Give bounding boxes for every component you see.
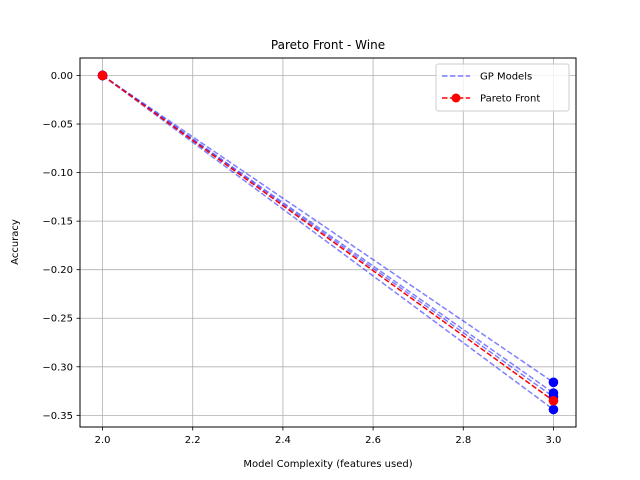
x-tick-label: 2.8 bbox=[455, 435, 471, 446]
y-axis: 0.00 −0.05 −0.10 −0.15 −0.20 −0.25 −0.30 −0.35 bbox=[42, 71, 80, 422]
legend-label: GP Models bbox=[480, 72, 532, 83]
legend: GP Models Pareto Front bbox=[435, 63, 570, 112]
series-group bbox=[97, 70, 559, 415]
legend-marker bbox=[451, 93, 461, 103]
y-tick-label: −0.35 bbox=[42, 411, 73, 422]
gp-model-point bbox=[548, 377, 559, 388]
x-tick-label: 2.2 bbox=[185, 435, 201, 446]
y-tick-label: 0.00 bbox=[51, 71, 73, 82]
pareto-front-point bbox=[548, 395, 559, 406]
gp-model-line bbox=[102, 74, 554, 383]
pareto-front-point bbox=[97, 70, 108, 81]
x-axis-label: Model Complexity (features used) bbox=[243, 459, 412, 470]
y-axis-label: Accuracy bbox=[10, 219, 21, 265]
x-tick-label: 2.0 bbox=[95, 435, 111, 446]
gp-model-point bbox=[548, 404, 559, 415]
chart-title: Pareto Front - Wine bbox=[271, 38, 385, 52]
y-tick-label: −0.25 bbox=[42, 314, 73, 325]
y-tick-label: −0.10 bbox=[42, 168, 73, 179]
x-axis: 2.0 2.2 2.4 2.6 2.8 3.0 bbox=[95, 427, 562, 446]
y-tick-label: −0.30 bbox=[42, 362, 73, 373]
legend-label: Pareto Front bbox=[480, 94, 540, 105]
x-tick-label: 2.6 bbox=[365, 435, 381, 446]
y-tick-label: −0.15 bbox=[42, 217, 73, 228]
x-tick-label: 2.4 bbox=[275, 435, 291, 446]
pareto-front-line bbox=[102, 74, 554, 402]
gp-model-line bbox=[102, 74, 554, 411]
grid bbox=[80, 58, 576, 427]
y-tick-label: −0.05 bbox=[42, 120, 73, 131]
plot-frame bbox=[79, 57, 577, 428]
y-tick-label: −0.20 bbox=[42, 265, 73, 276]
x-tick-label: 3.0 bbox=[546, 435, 562, 446]
